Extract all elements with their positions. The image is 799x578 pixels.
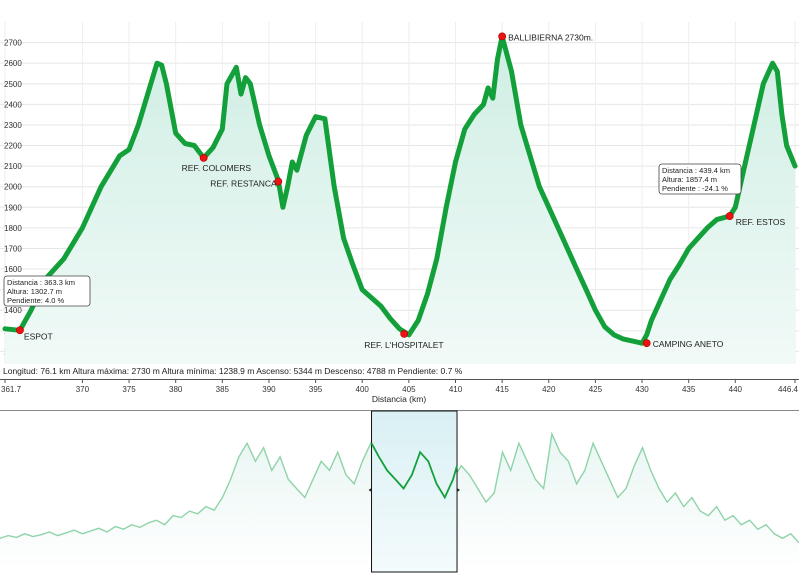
overview-window[interactable] [371, 410, 458, 573]
y-tick-label: 2300 [4, 121, 22, 130]
waypoint-marker [400, 330, 409, 338]
y-tick-label: 2100 [4, 162, 22, 171]
waypoint-label: ESPOT [24, 331, 53, 341]
elevation-line [2, 33, 798, 346]
x-tick-label: 410 [449, 385, 463, 394]
window-right-handle[interactable] [457, 488, 461, 492]
callout-line: Pendiente: 4.0 % [7, 296, 64, 305]
y-tick-label: 1600 [4, 265, 22, 274]
y-tick-label: 1400 [4, 306, 22, 315]
y-tick-label: 2400 [4, 100, 22, 109]
y-tick-label: 2600 [4, 59, 22, 68]
y-tick-label: 1800 [4, 224, 22, 233]
y-tick-label: 2700 [4, 39, 22, 48]
y-tick-label: 2000 [4, 183, 22, 192]
waypoint-label: BALLIBIERNA 2730m. [508, 32, 593, 42]
waypoint-label: REF. RESTANCA [210, 179, 277, 189]
waypoint-marker [16, 326, 24, 335]
callout-line: Pendiente : -24.1 % [662, 184, 728, 193]
stats-text: Longitud: 76.1 km Altura máxima: 2730 m … [3, 366, 463, 376]
x-tick-label: 370 [76, 385, 90, 394]
overview-window-line [370, 442, 458, 500]
x-tick-label: 415 [495, 385, 509, 394]
waypoint-marker [725, 212, 734, 220]
x-tick-label: 435 [682, 385, 696, 394]
y-tick-label: 1700 [4, 244, 22, 253]
overview-navigator[interactable] [0, 410, 799, 573]
waypoint-markers: ESPOT REF. COLOMERS REF. RESTANCA REF. L'HO… [16, 32, 785, 350]
waypoint-label: REF. ESTOS [736, 217, 786, 227]
callout-line: Distancia : 439.4 km [662, 166, 730, 175]
x-axis-label: Distancia (km) [372, 394, 426, 404]
waypoint-label: CAMPING ANETO [653, 339, 724, 349]
x-tick-label: 405 [402, 385, 416, 394]
x-tick-label: 400 [356, 385, 370, 394]
x-tick-label: 380 [169, 385, 183, 394]
callout-frame [3, 275, 91, 307]
waypoint-label: REF. L'HOSPITALET [364, 340, 443, 350]
waypoint-marker [274, 177, 283, 186]
x-tick-label: 385 [216, 385, 230, 394]
waypoint-marker [642, 339, 651, 348]
x-tick-label: 420 [542, 385, 556, 394]
x-tick-label: 361.7 [1, 385, 22, 394]
y-tick-label: 1900 [4, 203, 22, 212]
x-tick-label: 440 [729, 385, 743, 394]
x-axis: 361.7 370 375 380 385 390 395 400 405 410 415 420 42… [1, 379, 799, 394]
callout-line: Altura: 1302.7 m [7, 287, 62, 296]
callout-line: Distancia : 363.3 km [7, 278, 75, 287]
x-tick-label: 446.4 [778, 385, 799, 394]
callout-frame [658, 163, 742, 195]
stats-bar [0, 364, 799, 378]
waypoint-marker [199, 153, 208, 162]
x-tick-label: 375 [122, 385, 136, 394]
y-tick-label: 2500 [4, 80, 22, 89]
waypoint-marker [498, 32, 507, 41]
waypoint-label: REF. COLOMERS [182, 163, 252, 173]
callout-line: Altura: 1857.4 m [662, 175, 717, 184]
x-tick-label: 395 [309, 385, 323, 394]
window-left-handle[interactable] [368, 488, 372, 492]
x-tick-label: 430 [635, 385, 649, 394]
x-tick-label: 425 [589, 385, 603, 394]
elevation-area [5, 36, 795, 373]
x-tick-label: 390 [262, 385, 276, 394]
y-tick-label: 2200 [4, 142, 22, 151]
